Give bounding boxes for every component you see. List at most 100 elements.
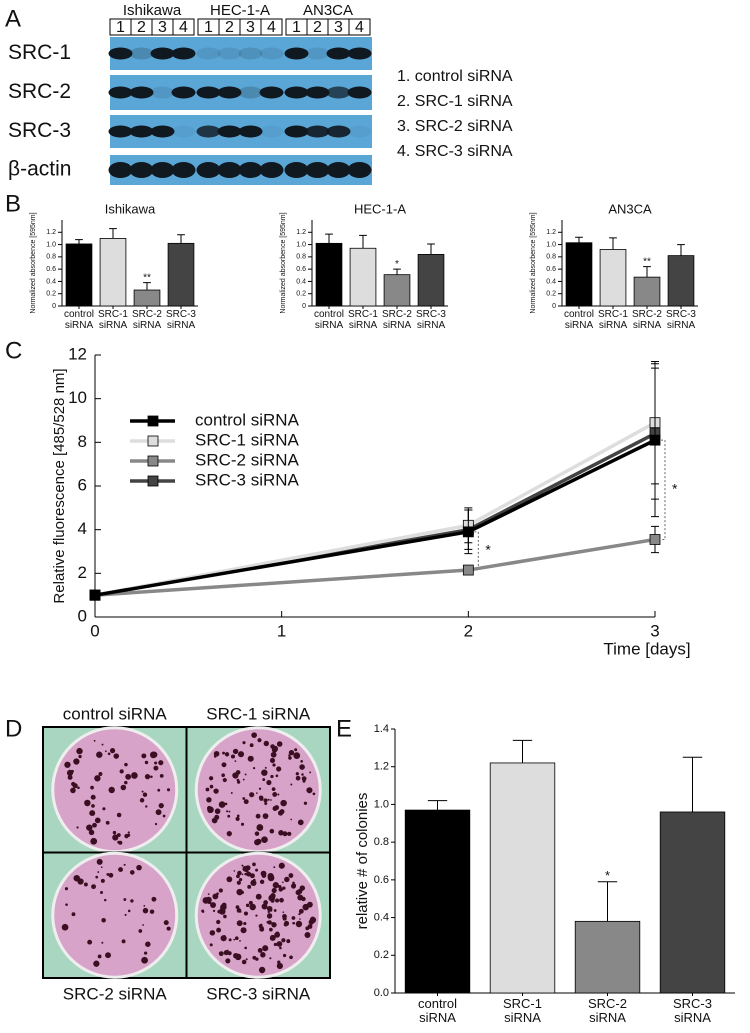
colony xyxy=(261,903,268,910)
colony xyxy=(155,809,162,816)
error-bar xyxy=(609,237,617,250)
colony xyxy=(241,873,244,876)
colony xyxy=(272,882,279,889)
colony xyxy=(227,951,232,956)
colony xyxy=(234,953,242,961)
y-tick-label: 0.0 xyxy=(374,987,389,999)
x-tick-label: SRC-2 siRNA xyxy=(131,309,162,331)
colony xyxy=(299,764,305,770)
colony xyxy=(273,909,277,912)
band xyxy=(150,125,175,138)
x-tick-label: SRC-3 siRNA xyxy=(672,996,712,1025)
colony xyxy=(226,876,233,883)
bar xyxy=(574,920,641,994)
colony xyxy=(136,864,142,871)
colony xyxy=(254,831,260,836)
y-tick-label: 0.8 xyxy=(374,836,389,848)
colony xyxy=(270,751,277,758)
x-tick-label: 3 xyxy=(650,621,659,640)
colony xyxy=(94,817,101,824)
bracket xyxy=(474,531,479,571)
colony xyxy=(96,751,103,758)
colony xyxy=(201,909,205,913)
y-tick-label: 0 xyxy=(52,303,56,310)
colony xyxy=(292,921,296,925)
colony xyxy=(149,751,157,759)
series-line xyxy=(94,421,656,597)
band xyxy=(108,86,133,99)
colony xyxy=(64,887,69,891)
colony xyxy=(246,871,252,877)
band xyxy=(259,86,284,99)
chart-title: Ishikawa xyxy=(105,201,156,216)
colony xyxy=(271,888,277,894)
y-tick-label: 1.4 xyxy=(374,723,389,735)
colony xyxy=(252,955,257,960)
y-tick-label: 6 xyxy=(78,475,87,494)
y-tick-label: 0.2 xyxy=(546,291,556,298)
colony xyxy=(105,750,107,753)
band xyxy=(259,125,284,138)
bar xyxy=(315,242,343,307)
lane-number: 1 xyxy=(292,19,301,36)
x-tick-label: SRC-3 siRNA xyxy=(665,309,696,331)
colony xyxy=(142,792,148,797)
colony xyxy=(235,905,240,910)
legend-marker xyxy=(147,455,159,467)
colony xyxy=(264,801,268,805)
colony xyxy=(249,903,256,911)
y-tick-label: 1.0 xyxy=(296,241,306,248)
colony xyxy=(86,824,93,831)
panel-label: D xyxy=(5,715,22,742)
colony xyxy=(226,831,232,837)
y-tick-label: 0.8 xyxy=(546,254,556,261)
colony xyxy=(255,914,258,917)
panel-label: B xyxy=(5,190,21,217)
colony xyxy=(124,913,127,916)
significance: ** xyxy=(143,272,151,283)
photo-label: SRC-3 siRNA xyxy=(206,984,311,1003)
colony xyxy=(100,866,103,869)
colony xyxy=(253,878,256,882)
colony xyxy=(235,770,241,775)
colony xyxy=(282,831,288,837)
colony xyxy=(207,805,212,811)
significance: * xyxy=(395,259,399,270)
colony xyxy=(230,791,233,794)
band xyxy=(305,47,330,60)
y-tick-label: 8 xyxy=(78,432,87,451)
colony xyxy=(157,788,161,792)
y-axis-label: Normalized absorbence [595nm] xyxy=(530,212,537,313)
colony xyxy=(269,957,272,960)
x-axis-label: Time [days] xyxy=(603,639,690,658)
colony xyxy=(211,817,218,824)
colony xyxy=(98,772,103,777)
colony xyxy=(227,814,231,818)
significance: ** xyxy=(643,256,651,267)
colony xyxy=(269,908,273,912)
colony xyxy=(274,931,281,938)
colony xyxy=(278,887,283,892)
x-tick-label: control siRNA xyxy=(417,996,458,1025)
colony xyxy=(116,812,122,818)
blot-legend: 2. SRC-1 siRNA xyxy=(397,93,513,110)
colony xyxy=(261,769,268,776)
error-bar xyxy=(393,268,401,275)
legend-label: control siRNA xyxy=(195,410,300,429)
y-tick-label: 0.4 xyxy=(374,911,389,923)
band xyxy=(238,162,263,178)
colony xyxy=(208,776,214,781)
bracket xyxy=(661,439,666,540)
bar xyxy=(417,253,445,307)
colony xyxy=(306,787,313,794)
band xyxy=(150,162,175,178)
colony xyxy=(251,732,257,739)
panel-label: A xyxy=(5,5,21,32)
band xyxy=(108,162,133,178)
band xyxy=(259,162,284,178)
colony xyxy=(259,879,265,885)
colony xyxy=(108,872,114,878)
colony xyxy=(255,868,259,872)
colony xyxy=(278,862,285,869)
colony xyxy=(245,903,250,908)
